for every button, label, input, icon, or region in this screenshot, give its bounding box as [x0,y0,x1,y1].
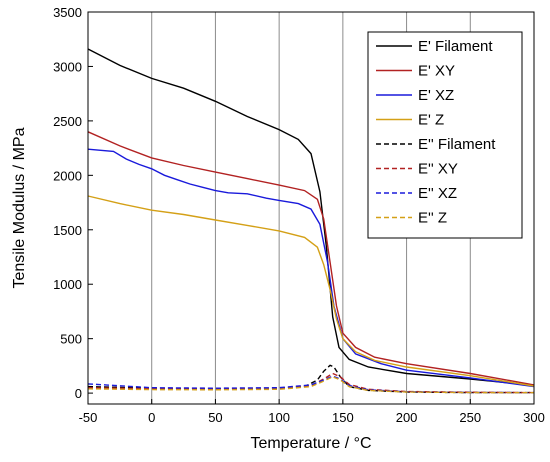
y-tick-label: 3500 [53,5,82,20]
plot-frame [87,11,535,405]
x-axis-label: Temperature / °C [250,435,371,452]
legend-label: E'' XZ [418,185,457,202]
legend-label: E' Filament [418,38,493,55]
legend-label: E'' XY [418,161,458,178]
y-tick-label: 0 [75,386,82,401]
series-lines [87,48,535,394]
legend-label: E' Z [418,112,444,129]
legend: E' Filament E' XY E' XZ E' Z E'' Filament E''… [367,31,523,239]
x-tick-label: 50 [208,410,222,425]
series-line-2 [87,148,535,388]
y-tick-label: 1000 [53,277,82,292]
series-line-1 [87,131,535,386]
y-tick-label: 2500 [53,114,82,129]
legend-label: E'' Filament [418,136,496,153]
y-tick-label: 2000 [53,168,82,183]
x-tick-label: 250 [459,410,481,425]
legend-box [367,31,523,239]
legend-label: E'' Z [418,210,447,227]
y-axis-label: Tensile Modulus / MPa [11,127,28,288]
y-tick-label: 3000 [53,59,82,74]
x-tick-label: 100 [268,410,290,425]
series-line-0 [87,48,535,387]
series-line-3 [87,195,535,387]
x-tick-label: 300 [523,410,545,425]
axis-ticks: -50 0 50 100 150 200 250 3000500100015002000250… [53,5,545,425]
y-tick-label: 500 [60,332,82,347]
x-tick-label: 200 [396,410,418,425]
legend-label: E' XY [418,63,455,80]
x-tick-label: 150 [332,410,354,425]
x-tick-label: 0 [148,410,155,425]
x-tick-label: -50 [79,410,98,425]
series-line-7 [87,376,535,394]
y-tick-label: 1500 [53,223,82,238]
legend-label: E' XZ [418,87,454,104]
